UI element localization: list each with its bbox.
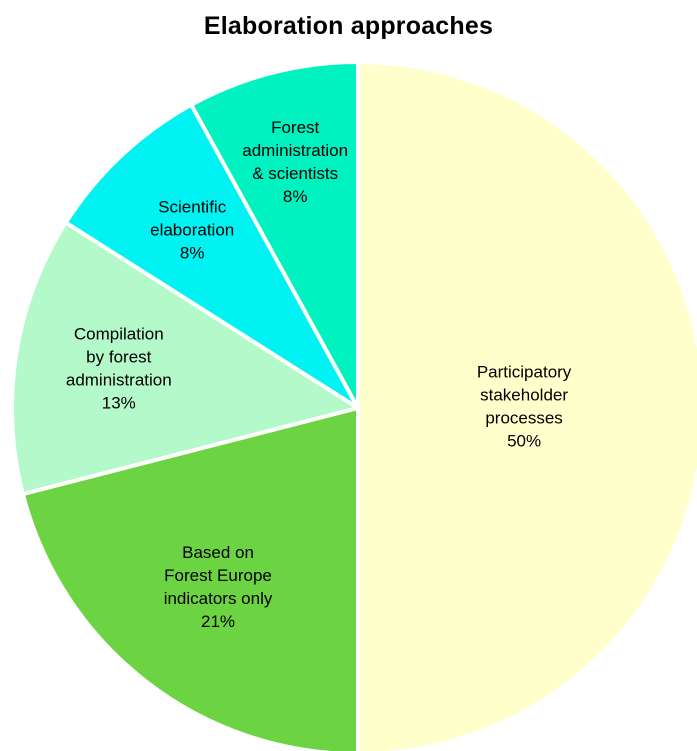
pie-slice — [63, 102, 360, 410]
slice-label-line: Compilation — [74, 325, 164, 344]
slice-percent-label: 21% — [201, 612, 235, 631]
slice-label-line: Participatory — [477, 363, 572, 382]
slice-label-line: Forest Europe — [164, 566, 272, 585]
slice-label-line: Based on — [182, 543, 254, 562]
pie-slice — [356, 60, 697, 751]
slice-label: Participatory stakeholder processes 50% — [477, 363, 572, 451]
slice-label: Forest administration & scientists 8% — [242, 118, 348, 206]
slice-label-line: administration — [242, 141, 348, 160]
slice-label-line: stakeholder — [480, 386, 568, 405]
pie-slice — [10, 220, 360, 497]
slice-label-line: administration — [66, 371, 172, 390]
slice-percent-label: 13% — [102, 394, 136, 413]
slice-percent-label: 8% — [180, 244, 205, 263]
slice-label-line: elaboration — [150, 221, 234, 240]
pie-slice — [20, 406, 360, 751]
pie-slice — [189, 60, 360, 410]
slice-label: Compilation by forest administration 13% — [66, 325, 172, 413]
slice-percent-label: 8% — [283, 187, 308, 206]
chart-title: Elaboration approaches — [203, 12, 494, 40]
pie-slices — [10, 60, 697, 751]
slice-label: Based on Forest Europe indicators only 21% — [164, 543, 273, 631]
slice-label-line: & scientists — [252, 164, 338, 183]
slice-label-line: indicators only — [164, 589, 273, 608]
pie-labels: Participatory stakeholder processes 50% Base… — [66, 118, 572, 631]
slice-label: Scientific elaboration 8% — [150, 198, 234, 263]
slice-percent-label: 50% — [507, 432, 541, 451]
slice-label-line: Scientific — [158, 198, 227, 217]
slice-label-line: Forest — [271, 118, 319, 137]
slice-label-line: by forest — [86, 348, 151, 367]
slice-label-line: processes — [485, 409, 562, 428]
